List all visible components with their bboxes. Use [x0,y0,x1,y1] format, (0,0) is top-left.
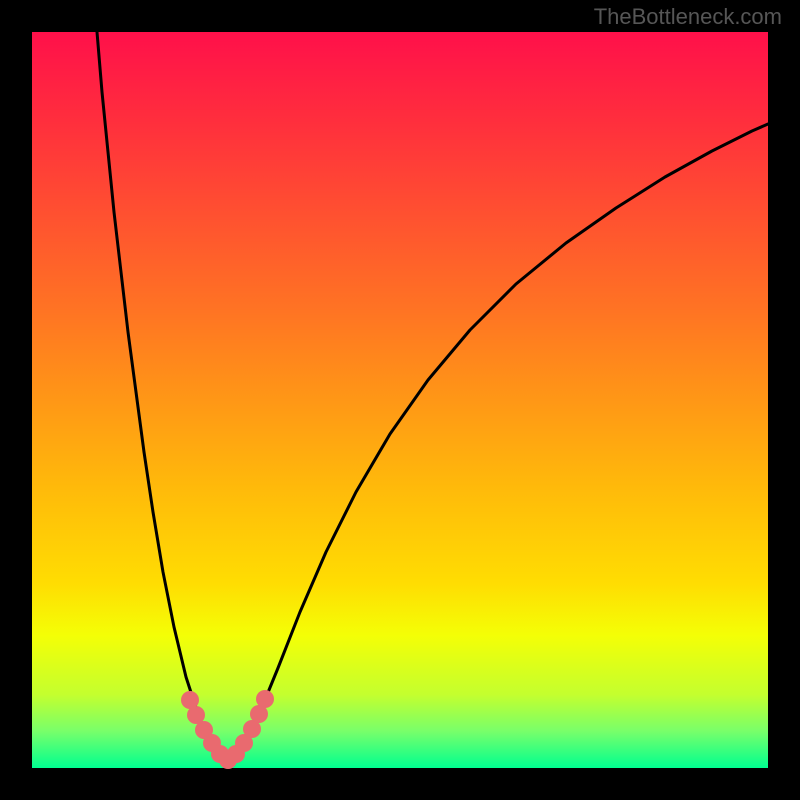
watermark-text: TheBottleneck.com [594,4,782,30]
marker-group [181,690,274,769]
bottleneck-curve-svg [32,32,768,768]
curve-right [227,124,768,765]
plot-area [32,32,768,768]
curve-marker [256,690,274,708]
curve-left [97,32,227,765]
chart-container: TheBottleneck.com [0,0,800,800]
